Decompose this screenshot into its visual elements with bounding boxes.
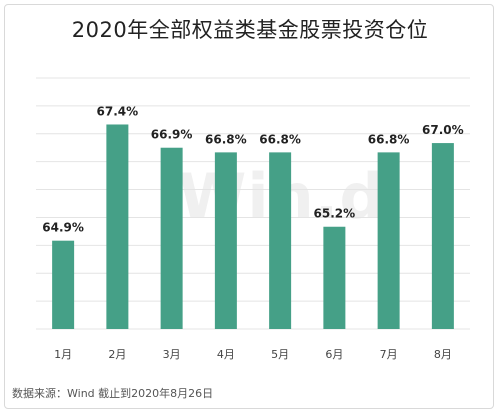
bar-3 <box>160 147 183 329</box>
source-note: 数据来源：Wind 截止到2020年8月26日 <box>12 387 214 400</box>
value-label-1: 64.9% <box>42 221 84 235</box>
x-tick-label-7: 7月 <box>380 348 398 361</box>
bar-4 <box>214 152 237 329</box>
x-tick-label-6: 6月 <box>325 348 343 361</box>
x-tick-label-3: 3月 <box>163 348 181 361</box>
bar-5 <box>269 152 292 329</box>
value-label-4: 66.8% <box>205 132 247 146</box>
bar-8 <box>431 143 454 329</box>
x-tick-label-2: 2月 <box>108 348 126 361</box>
x-tick-label-1: 1月 <box>54 348 72 361</box>
value-label-8: 67.0% <box>422 123 464 137</box>
value-label-2: 67.4% <box>97 104 139 118</box>
value-label-7: 66.8% <box>368 132 410 146</box>
value-label-6: 65.2% <box>314 207 356 221</box>
chart-frame <box>4 4 494 409</box>
bar-2 <box>106 124 129 330</box>
x-tick-labels: 1月 2月 3月 4月 5月 6月 7月 8月 <box>54 348 452 361</box>
value-label-3: 66.9% <box>151 128 193 142</box>
x-tick-label-8: 8月 <box>434 348 452 361</box>
value-label-5: 66.8% <box>259 132 301 146</box>
bar-6 <box>323 226 346 329</box>
value-labels: 64.9% 67.4% 66.9% 66.8% 66.8% 65.2% 66.8% 67.0% <box>42 104 463 234</box>
x-tick-label-4: 4月 <box>217 348 235 361</box>
bars <box>52 124 454 330</box>
bar-7 <box>377 152 400 329</box>
bar-1 <box>52 240 75 329</box>
x-tick-label-5: 5月 <box>271 348 289 361</box>
chart-title: 2020年全部权益类基金股票投资仓位 <box>71 18 429 42</box>
